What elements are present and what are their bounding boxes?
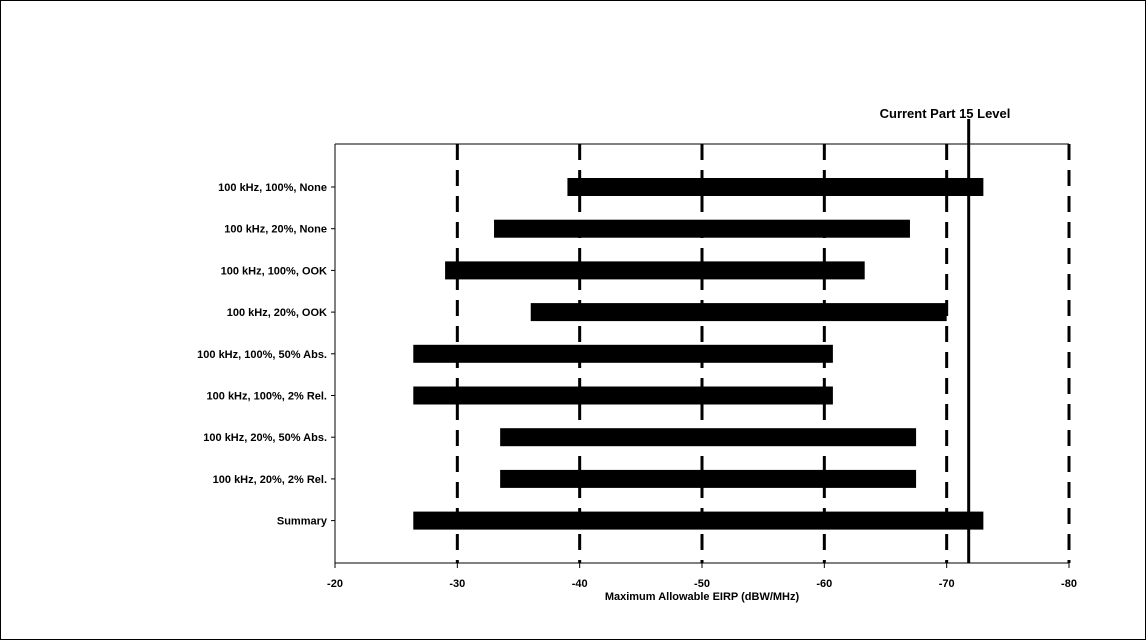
range-bar	[500, 469, 917, 488]
category-label: 100 kHz, 20%, 2% Rel.	[213, 474, 327, 486]
range-bar	[494, 219, 910, 238]
range-bar	[413, 511, 984, 530]
x-tick-label: -30	[449, 578, 465, 590]
axis-layer	[331, 143, 1070, 568]
category-label: Summary	[277, 516, 328, 528]
range-bar	[500, 428, 917, 447]
category-label: 100 kHz, 20%, None	[224, 224, 327, 236]
range-bar	[445, 261, 865, 280]
range-bar	[567, 178, 984, 196]
x-tick-label: -80	[1061, 578, 1077, 590]
x-tick-label: -70	[939, 578, 955, 590]
x-tick-label: -20	[327, 578, 343, 590]
category-label: 100 kHz, 100%, OOK	[221, 265, 327, 277]
category-label: 100 kHz, 20%, 50% Abs.	[203, 432, 327, 444]
range-bar	[530, 303, 947, 322]
category-label: 100 kHz, 20%, OOK	[227, 307, 327, 319]
x-axis-title: Maximum Allowable EIRP (dBW/MHz)	[605, 591, 800, 603]
x-tick-label: -60	[816, 578, 832, 590]
label-layer: -20 -30 -40 -50 -60 -70 -80 100 kHz, 100%, None…	[197, 182, 1077, 590]
x-tick-label: -40	[572, 578, 588, 590]
x-tick-label: -50	[694, 578, 710, 590]
category-label: 100 kHz, 100%, None	[218, 182, 327, 194]
category-label: 100 kHz, 100%, 50% Abs.	[197, 349, 327, 361]
category-label: 100 kHz, 100%, 2% Rel.	[207, 391, 327, 403]
bar-layer	[413, 119, 984, 563]
range-bar	[413, 344, 833, 363]
range-bar	[413, 386, 833, 405]
reference-line-label: Current Part 15 Level	[880, 106, 1011, 121]
